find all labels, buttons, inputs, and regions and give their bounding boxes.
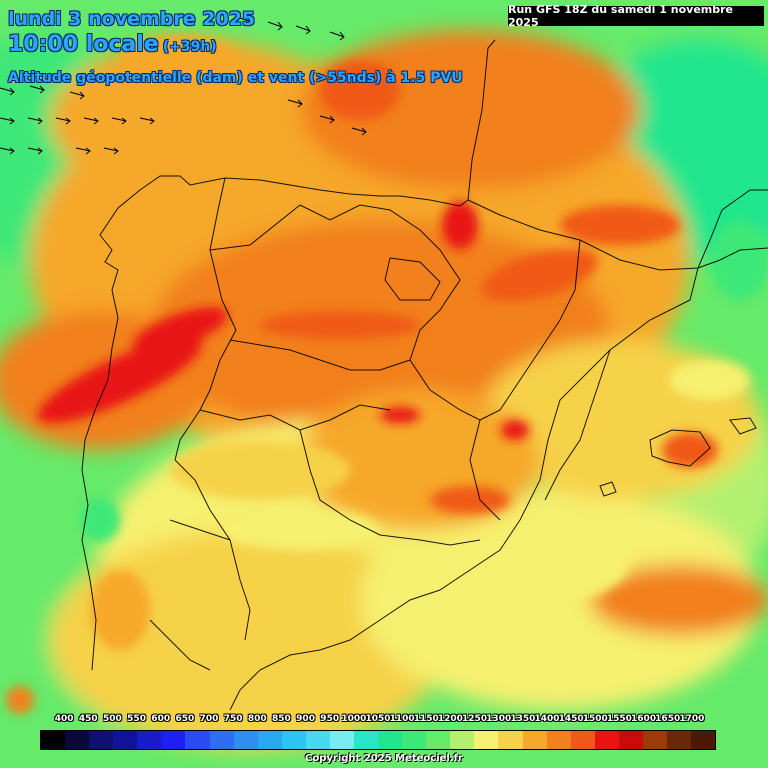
legend-tick-label: 1450: [558, 714, 584, 724]
legend-swatch: [594, 731, 619, 749]
legend-tick-label: 1050: [365, 714, 391, 724]
legend-swatch: [378, 731, 403, 749]
legend-tick-label: 450: [78, 714, 98, 724]
legend-tick-label: 1500: [582, 714, 608, 724]
lead-time: (+39h): [162, 39, 217, 55]
legend-tick-label: 1250: [462, 714, 488, 724]
legend-tick-labels: 400 450 500 550 600 650 700 750 800 850 900 950 1000…: [40, 714, 716, 728]
legend-tick-label: 1350: [510, 714, 536, 724]
wind-barbs: [0, 17, 367, 155]
legend-swatch: [257, 731, 282, 749]
legend-tick-label: 550: [127, 714, 146, 724]
legend-swatch: [281, 731, 306, 749]
legend-tick-label: 1650: [655, 714, 681, 724]
legend-swatch: [354, 731, 379, 749]
legend-tick-label: 1100: [389, 714, 415, 724]
legend-swatch: [474, 731, 499, 749]
legend-tick-label: 1700: [679, 714, 705, 724]
legend-tick-label: 850: [272, 714, 291, 724]
legend-swatch: [161, 731, 186, 749]
legend-swatch: [185, 731, 210, 749]
legend-swatches: [40, 730, 716, 750]
legend-tick-label: 1600: [631, 714, 657, 724]
legend-swatch: [667, 731, 692, 749]
country-boundaries: [81, 39, 768, 711]
legend-tick-label: 900: [296, 714, 315, 724]
legend-tick-label: 1300: [486, 714, 512, 724]
legend-swatch: [402, 731, 427, 749]
legend-swatch: [546, 731, 571, 749]
forecast-time-label: 10:00 locale: [8, 32, 159, 57]
legend-tick-label: 1200: [437, 714, 463, 724]
legend-swatch: [233, 731, 258, 749]
field-blobs-detail: [6, 35, 768, 714]
legend-tick-label: 800: [247, 714, 267, 724]
legend-swatch: [65, 731, 90, 749]
legend-swatch: [691, 731, 716, 749]
legend-swatch: [642, 731, 668, 749]
run-info-box: Run GFS 18Z du samedi 1 novembre 2025: [508, 3, 764, 29]
legend-tick-label: 1550: [606, 714, 632, 724]
legend-swatch: [450, 731, 475, 749]
legend-swatch: [209, 731, 234, 749]
forecast-time: 10:00 locale (+39h): [8, 32, 217, 57]
run-info-text: Run GFS 18Z du samedi 1 novembre 2025: [508, 3, 733, 29]
legend-tick-label: 650: [175, 714, 195, 724]
legend-swatch: [41, 731, 66, 749]
legend-swatch: [113, 731, 138, 749]
legend-tick-label: 950: [320, 714, 340, 724]
legend-tick-label: 400: [54, 714, 74, 724]
legend-swatch: [570, 731, 595, 749]
legend-swatch: [137, 731, 162, 749]
legend-tick-label: 750: [223, 714, 243, 724]
legend-swatch: [329, 731, 355, 749]
legend-swatch: [305, 731, 330, 749]
legend-swatch: [522, 731, 547, 749]
copyright-notice: Copyright 2025 Meteociel.fr: [305, 753, 463, 764]
parameter-description: Altitude géopotentielle (dam) et vent (>…: [8, 70, 463, 86]
forecast-date: lundi 3 novembre 2025: [8, 8, 256, 30]
legend-tick-label: 1400: [534, 714, 560, 724]
legend-tick-label: 1000: [341, 714, 367, 724]
legend-tick-label: 1150: [413, 714, 439, 724]
legend-tick-label: 500: [103, 714, 122, 724]
legend-swatch: [89, 731, 114, 749]
legend-tick-label: 600: [151, 714, 171, 724]
color-scale-legend: 400 450 500 550 600 650 700 750 800 850 900 950 1000…: [40, 714, 716, 754]
legend-swatch: [618, 731, 643, 749]
legend-tick-label: 700: [199, 714, 219, 724]
legend-swatch: [426, 731, 451, 749]
legend-swatch: [498, 731, 523, 749]
